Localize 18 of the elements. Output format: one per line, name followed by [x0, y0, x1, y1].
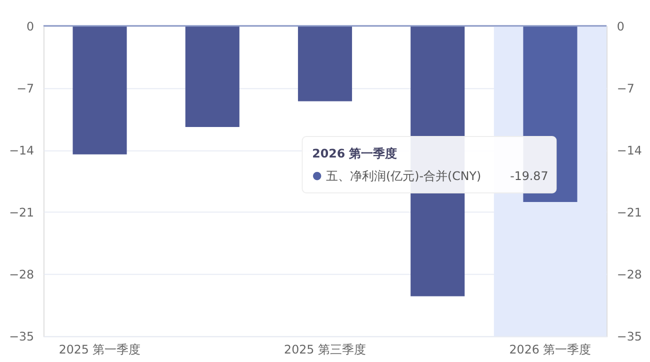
y-tick-label: −21	[9, 205, 34, 220]
y2-tick-label: −7	[616, 81, 634, 96]
legend-label: 五、净利润(亿元)-合并(CNY)	[326, 169, 482, 184]
legend-title: 2026 第一季度	[312, 146, 398, 160]
y-tick-label: −28	[9, 268, 34, 282]
y-tick-label: −7	[16, 81, 34, 96]
y2-tick-label: −21	[616, 205, 642, 220]
x-tick-label: 2025 第三季度	[284, 342, 366, 356]
y-tick-label: 0	[26, 19, 34, 34]
y-tick-label: −14	[9, 143, 34, 158]
x-tick-label: 2026 第一季度	[509, 342, 592, 356]
y-tick-label: −35	[9, 330, 34, 344]
y2-tick-label: −14	[616, 143, 642, 158]
data-label: -19.87	[510, 169, 548, 184]
y2-tick-label: −35	[616, 330, 642, 344]
x-tick-label: 2025 第一季度	[58, 342, 141, 356]
y2-tick-label: −28	[616, 268, 642, 282]
y2-tick-label: 0	[616, 19, 624, 34]
